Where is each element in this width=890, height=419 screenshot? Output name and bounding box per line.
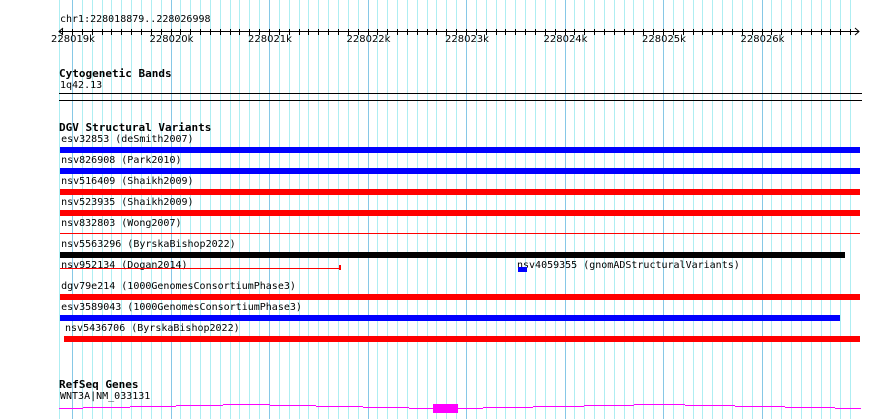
ruler-left-arrow-icon xyxy=(58,27,64,36)
gene-model-wnt3a[interactable] xyxy=(0,400,890,419)
variant-bar[interactable] xyxy=(518,267,527,272)
variant-label[interactable]: nsv5563296 (ByrskaBishop2022) xyxy=(61,239,236,250)
exon-block[interactable] xyxy=(433,404,459,413)
variant-bar[interactable] xyxy=(60,189,860,195)
variant-bar[interactable] xyxy=(60,233,860,234)
location-label: chr1:228018879..228026998 xyxy=(60,14,211,25)
ruler-right-arrow-icon xyxy=(854,27,860,36)
variant-label[interactable]: dgv79e214 (1000GenomesConsortiumPhase3) xyxy=(61,281,296,292)
ruler-tick-label: 228025k xyxy=(642,34,686,45)
variant-label[interactable]: esv3589043 (1000GenomesConsortiumPhase3) xyxy=(61,302,302,313)
variant-bar[interactable] xyxy=(60,168,860,174)
variant-bar[interactable] xyxy=(64,336,860,342)
ruler-tick-label: 228026k xyxy=(740,34,785,45)
cytobands-track-title[interactable]: Cytogenetic Bands xyxy=(59,67,172,80)
variant-label[interactable]: nsv523935 (Shaikh2009) xyxy=(61,197,194,208)
variant-label[interactable]: nsv4059355 (gnomADStructuralVariants) xyxy=(517,260,740,271)
cytoband-lower-line[interactable] xyxy=(59,100,862,101)
variant-end-marker xyxy=(339,265,342,270)
dgv-track-title[interactable]: DGV Structural Variants xyxy=(59,121,212,134)
ruler-tick-label: 228024k xyxy=(543,34,588,45)
ruler-tick-label: 228022k xyxy=(346,34,391,45)
variant-label[interactable]: nsv826908 (Park2010) xyxy=(61,155,182,166)
variant-bar[interactable] xyxy=(60,210,860,216)
ruler-tick-label: 228020k xyxy=(149,34,194,45)
variant-label[interactable]: nsv5436706 (ByrskaBishop2022) xyxy=(65,323,240,334)
variant-bar[interactable] xyxy=(60,294,860,300)
gene-label[interactable]: WNT3A|NM_033131 xyxy=(60,391,151,402)
ruler-tick-label: 228019k xyxy=(51,34,95,45)
variant-label[interactable]: nsv832803 (Wong2007) xyxy=(61,218,182,229)
variant-bar[interactable] xyxy=(60,315,840,321)
cytoband-label: 1q42.13 xyxy=(60,80,103,91)
coordinate-ruler[interactable] xyxy=(0,0,890,50)
variant-bar[interactable] xyxy=(60,268,340,269)
variant-label[interactable]: nsv516409 (Shaikh2009) xyxy=(61,176,194,187)
ruler-tick-label: 228021k xyxy=(248,34,292,45)
variant-label[interactable]: nsv952134 (Dogan2014) xyxy=(61,260,188,271)
cytoband-upper-line[interactable] xyxy=(59,93,862,94)
variant-bar[interactable] xyxy=(60,147,860,153)
variant-label[interactable]: esv32853 (deSmith2007) xyxy=(61,134,194,145)
variant-bar[interactable] xyxy=(60,252,846,258)
refseq-track-title[interactable]: RefSeq Genes xyxy=(59,378,139,391)
ruler-tick-label: 228023k xyxy=(445,34,489,45)
